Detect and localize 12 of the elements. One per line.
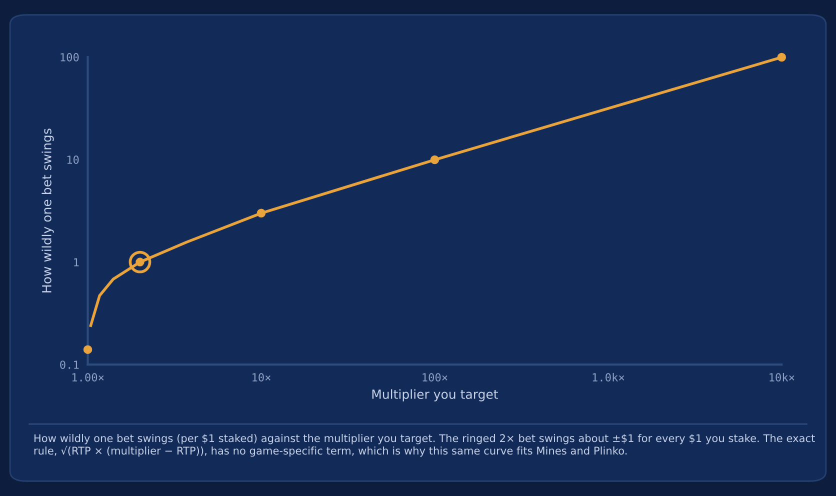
x-tick-label: 100×	[422, 373, 448, 382]
y-tick-label: 10	[67, 156, 79, 164]
y-axis-title: How wildly one bet swings	[42, 128, 54, 292]
y-tick-label: 100	[60, 53, 79, 62]
text: How wildly one bet swings (per $1 staked) against the multiplier you target. The ringed 2× bet swings about ±$1 for every $1 you stake. The exact rule, √(RTP × (multiplier − RTP)), has no game-specific term, which is why this same curve fits Mines and Plinko.	[34, 434, 815, 457]
x-tick-label: 1.00×	[72, 373, 104, 382]
x-tick-label: 10×	[252, 373, 270, 382]
x-tick-label: 1.0k×	[592, 372, 624, 382]
y-tick-label: 1	[74, 258, 79, 266]
y-tick-label: 0.1	[60, 360, 79, 369]
x-axis-title: Multiplier you target	[372, 389, 498, 402]
x-tick-label: 10k×	[770, 372, 794, 382]
